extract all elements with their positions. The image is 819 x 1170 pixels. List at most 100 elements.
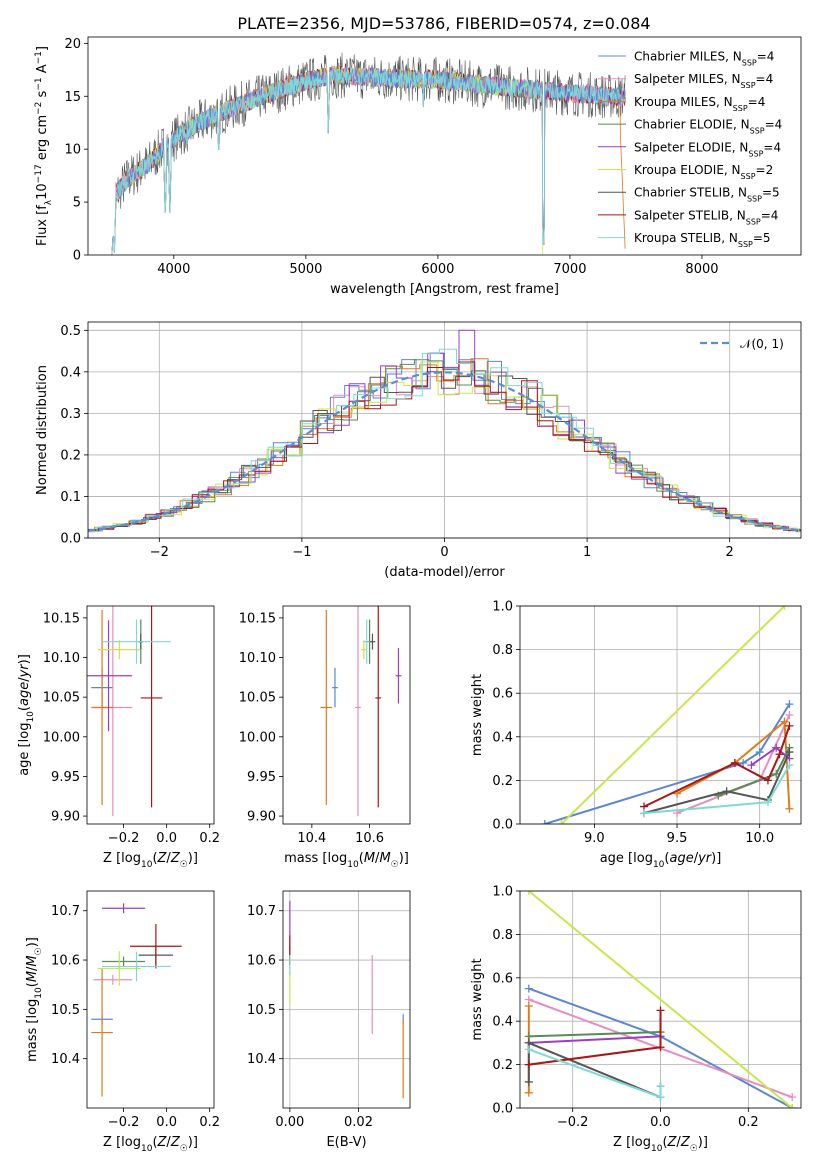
- x-tick-label: −1: [292, 545, 311, 560]
- y-tick-label: 10.05: [43, 691, 80, 706]
- errorbar-point: [91, 609, 113, 805]
- legend-sub: SSP: [742, 58, 757, 67]
- weight-line: [544, 703, 791, 824]
- label-part: mass weight: [470, 674, 485, 756]
- weight-series: [747, 743, 794, 770]
- legend-text: Chabrier STELIB, N: [634, 186, 747, 200]
- legend-value: =4: [757, 50, 775, 64]
- y-axis-label: Normed distribution: [35, 365, 50, 495]
- legend-label: Salpeter STELIB, NSSP=4: [634, 208, 778, 226]
- y-tick-label: 0.6: [492, 687, 513, 702]
- x-tick-label: 0.2: [199, 1115, 220, 1130]
- errorbar-point: [360, 640, 367, 660]
- label-part: Z [log: [103, 1135, 141, 1150]
- histogram-step: [88, 352, 801, 538]
- legend-text: Salpeter ELODIE, N: [634, 140, 748, 154]
- legend-sub: SSP: [748, 149, 763, 158]
- label-part: )]: [25, 937, 40, 947]
- histogram-step: [88, 363, 801, 531]
- y-tick-label: 0.4: [60, 365, 81, 380]
- label-part: Flux [f: [35, 205, 50, 246]
- y-tick-label: 20: [64, 37, 81, 52]
- label-part: 10: [653, 860, 665, 870]
- x-tick-label: 0.0: [156, 1115, 177, 1130]
- legend-text: Kroupa STELIB, N: [634, 231, 738, 245]
- label-part: s: [35, 90, 50, 101]
- axes-frame: [87, 36, 802, 256]
- weight-marker: [524, 1060, 533, 1069]
- weight-series: [639, 761, 794, 818]
- axes-age-vs-Z: −0.2 0.0 0.2 9.90 9.95 10.00 10.05 10.10 10.15 Z …: [17, 605, 220, 870]
- y-tick-label: 0: [73, 249, 81, 264]
- label-part: E(B-V): [326, 1135, 366, 1150]
- x-tick-label: 10.4: [297, 831, 326, 846]
- y-tick-label: 0.3: [60, 407, 81, 422]
- legend-sub: SSP: [733, 103, 748, 112]
- label-part: wavelength [Angstrom, rest frame]: [330, 282, 559, 297]
- legend-label: Chabrier ELODIE, NSSP=4: [634, 118, 782, 136]
- legend-label: Chabrier STELIB, NSSP=5: [634, 186, 780, 204]
- legend-text: Chabrier ELODIE, N: [634, 118, 750, 132]
- x-tick-label: 0.0: [156, 831, 177, 846]
- label-part: Z [log: [103, 851, 141, 866]
- x-tick-label: 9.0: [584, 831, 605, 846]
- label-part: (: [25, 982, 40, 987]
- label-part: M: [25, 971, 40, 982]
- plot-area: [540, 606, 794, 824]
- legend-label: Salpeter MILES, NSSP=4: [634, 72, 773, 90]
- legend-text: Salpeter MILES, N: [634, 72, 741, 86]
- label-part: (: [152, 851, 157, 866]
- weight-series: [714, 743, 794, 800]
- label-part: 10: [26, 711, 36, 723]
- errorbar-point: [375, 606, 382, 808]
- y-tick-label: 0.6: [492, 971, 513, 986]
- label-part: Z: [170, 1135, 181, 1150]
- y-tick-label: 0.0: [60, 532, 81, 547]
- label-part: 10: [651, 1144, 663, 1154]
- normal-curve: [88, 371, 801, 532]
- y-tick-label: 0.2: [492, 774, 513, 789]
- label-part: age: [669, 851, 693, 866]
- y-tick-label: 10.10: [239, 651, 276, 666]
- histogram-step: [88, 359, 801, 532]
- x-tick-label: 10.0: [745, 831, 774, 846]
- label-part: (: [17, 706, 32, 711]
- legend-value: =5: [762, 186, 780, 200]
- axes-mass-vs-Z: −0.2 0.0 0.210.410.510.610.7Z [log10(Z/Z☉)…: [25, 890, 220, 1154]
- plot-area: [289, 900, 404, 1099]
- x-tick-label: 0.00: [275, 1115, 304, 1130]
- weight-marker: [785, 711, 794, 719]
- label-part: mass weight: [470, 958, 485, 1040]
- y-axis-label: mass weight: [470, 674, 485, 756]
- label-part: )]: [711, 851, 721, 866]
- plot-area: [88, 329, 801, 538]
- errorbar-point: [320, 609, 333, 805]
- axes-weight-vs-Z: −0.2 0.0 0.20.00.20.40.60.81.0Z [log10(Z/Z…: [470, 885, 802, 1154]
- histogram-step: [88, 348, 801, 532]
- label-part: )]: [188, 851, 198, 866]
- legend-sub: SSP: [746, 217, 761, 226]
- legend-sub: SSP: [738, 240, 753, 249]
- label-part: )]: [698, 1135, 708, 1150]
- weight-marker: [763, 776, 772, 785]
- errorbar-point: [93, 974, 133, 985]
- legend-value: =2: [756, 163, 774, 177]
- y-tick-label: 10.00: [239, 730, 276, 745]
- weight-marker: [785, 804, 794, 813]
- x-tick-label: −0.2: [108, 831, 140, 846]
- label-part: −1: [34, 51, 44, 64]
- x-axis-label: Z [log10(Z/Z☉)]: [103, 851, 198, 870]
- legend-value: =4: [756, 72, 774, 86]
- axes-residuals: −2 −1 0 1 2 0.0 0.1 0.2 0.3 0.4 0.5 (data-model)/er…: [35, 321, 802, 580]
- label-part: Z: [680, 1135, 691, 1150]
- label-part: Z: [170, 851, 181, 866]
- weight-marker: [788, 1104, 797, 1108]
- x-axis-label: E(B-V): [326, 1135, 366, 1150]
- y-tick-label: 0.8: [492, 643, 513, 658]
- errorbar-point: [102, 903, 146, 914]
- axes-frame: [282, 605, 411, 825]
- weight-line: [528, 891, 793, 1108]
- label-part: yr: [17, 663, 32, 679]
- histogram-step: [88, 358, 801, 533]
- y-tick-label: 10.5: [51, 1003, 80, 1018]
